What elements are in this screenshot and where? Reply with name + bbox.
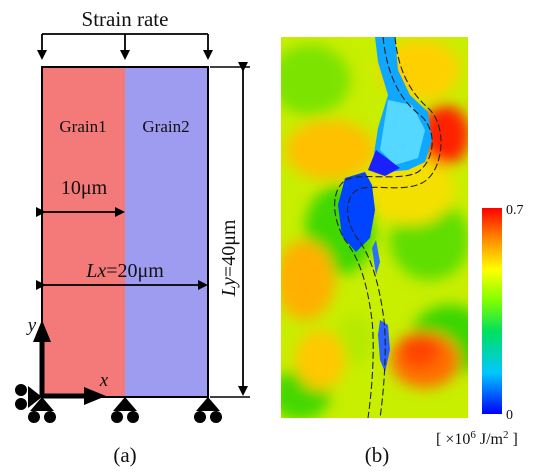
grain1-label: Grain1 [59, 117, 106, 136]
lx-label: Lx=20μm [85, 260, 164, 282]
colorbar-max-label: 0.7 [506, 203, 524, 218]
colorbar [482, 208, 502, 414]
caption-a: (a) [113, 443, 136, 467]
panel-b: 0.7 0 [ ×106 J/m2 ] (b) [281, 37, 524, 467]
strain-rate-arrows [37, 33, 213, 60]
ly-dimension [210, 62, 250, 398]
half-width-label: 10μm [61, 177, 108, 199]
ly-label: Ly=40μm [218, 219, 240, 297]
energy-map [281, 37, 468, 418]
roller-supports [15, 384, 222, 423]
colorbar-min-label: 0 [506, 408, 513, 423]
grain2-region [125, 67, 208, 397]
colorbar-unit-label: [ ×106 J/m2 ] [436, 429, 518, 448]
axis-y-label: y [26, 315, 37, 336]
strain-rate-label: Strain rate [82, 7, 169, 31]
axis-x-label: x [99, 370, 109, 391]
grain1-region [42, 67, 125, 397]
grain2-label: Grain2 [142, 117, 189, 136]
caption-b: (b) [365, 443, 390, 467]
panel-a: Strain rate Grain1 Grain2 10μm Lx=20μm L… [15, 7, 250, 467]
coordinate-axes [33, 320, 106, 405]
